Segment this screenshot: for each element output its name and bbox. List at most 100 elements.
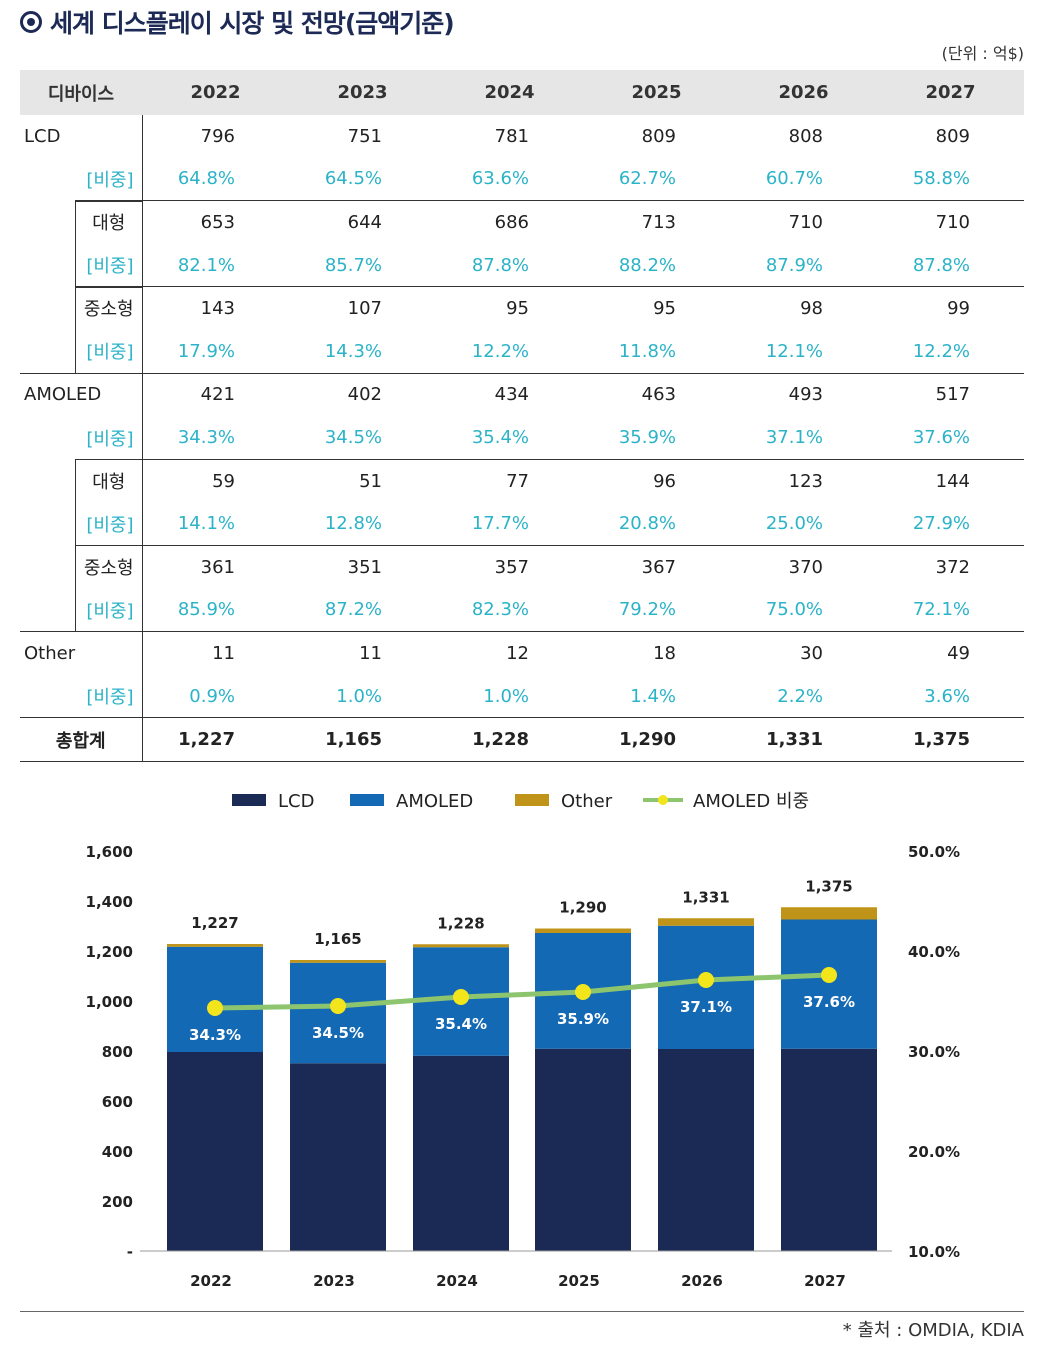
row-label-cell: 중소형	[20, 545, 143, 589]
value-cell: 796	[200, 125, 235, 147]
value-cell: 99	[947, 298, 970, 320]
column-header: 2022	[142, 70, 289, 115]
amoled-share-point	[698, 972, 714, 988]
amoled-share-label: 35.4%	[435, 1015, 487, 1033]
x-tick-label: 2023	[313, 1272, 355, 1290]
bar-lcd-2024	[413, 1055, 509, 1251]
bar-other-2025	[535, 928, 631, 933]
share-label-cell: [비중]	[20, 157, 143, 202]
share-cell: 79.2%	[583, 588, 730, 633]
value-cell: 809	[935, 125, 970, 147]
market-table: 디바이스 2022 2023 2024 2025 2026 2027 LCD 796 751 781…	[20, 70, 1024, 762]
value-cell: 402	[347, 384, 382, 406]
value-cell: 12	[506, 642, 529, 664]
y-tick-label: 1,000	[86, 993, 133, 1011]
value-cell: 713	[641, 211, 676, 233]
row-label: 대형	[75, 459, 142, 503]
market-chart: LCD AMOLED Other AMOLED 비중 - 200 400 600 800 1,00…	[86, 791, 961, 1290]
table-row: 대형 653 644 686 713 710 710	[20, 200, 1024, 244]
column-header: 디바이스	[20, 70, 142, 115]
value-cell: 421	[200, 384, 235, 406]
share-cell: 3.6%	[924, 685, 970, 707]
value-cell: 710	[788, 211, 823, 233]
row-label-cell: Other	[20, 631, 143, 675]
share-cell: 12.8%	[289, 502, 436, 546]
share-cell: 14.1%	[142, 502, 289, 546]
legend-swatch-lcd	[232, 794, 266, 806]
share-cell: 72.1%	[877, 588, 1024, 633]
share-label: [비중]	[86, 170, 134, 192]
row-label-cell: AMOLED	[20, 373, 143, 417]
share-cell: 82.1%	[142, 243, 289, 288]
share-cell: 12.2%	[436, 329, 583, 374]
y-tick-label: -	[127, 1243, 133, 1261]
value-cell: 144	[935, 470, 970, 492]
legend-label: LCD	[278, 791, 314, 812]
x-tick-label: 2024	[436, 1272, 478, 1290]
share-row: [비중] 64.8% 64.5% 63.6% 62.7% 60.7% 58.8%	[20, 157, 1024, 202]
share-cell: 85.9%	[142, 588, 289, 633]
divider	[20, 1311, 1024, 1312]
share-cell: 75.0%	[730, 588, 877, 633]
share-cell: 35.4%	[436, 416, 583, 460]
total-cell: 1,375	[877, 717, 1024, 762]
value-cell: 809	[641, 125, 676, 147]
share-row: [비중] 34.3% 34.5% 35.4% 35.9% 37.1% 37.6%	[20, 416, 1024, 461]
total-cell: 1,290	[583, 717, 730, 762]
total-label: 총합계	[20, 717, 143, 762]
total-row: 총합계 1,227 1,165 1,228 1,290 1,331 1,375	[20, 717, 1024, 762]
share-cell: 1.0%	[336, 685, 382, 707]
value-cell: 51	[359, 470, 382, 492]
share-cell: 0.9%	[189, 685, 235, 707]
share-cell: 14.3%	[289, 329, 436, 374]
value-cell: 59	[212, 470, 235, 492]
total-cell: 1,331	[730, 717, 877, 762]
value-cell: 18	[653, 642, 676, 664]
amoled-share-label: 34.5%	[312, 1024, 364, 1042]
source-note: * 출처 : OMDIA, KDIA	[842, 1320, 1024, 1341]
page-title: 세계 디스플레이 시장 및 전망(금액기준)	[20, 4, 455, 40]
table-row: LCD 796 751 781 809 808 809	[20, 115, 1024, 158]
bar-lcd-2023	[290, 1063, 386, 1251]
legend-swatch-other	[515, 794, 549, 806]
table-row: AMOLED 421 402 434 463 493 517	[20, 373, 1024, 417]
share-label-cell: [비중]	[20, 416, 143, 461]
share-cell: 12.1%	[730, 329, 877, 374]
share-row: [비중] 0.9% 1.0% 1.0% 1.4% 2.2% 3.6%	[20, 674, 1024, 718]
row-label-cell: LCD	[20, 115, 143, 158]
value-cell: 96	[653, 470, 676, 492]
share-cell: 87.2%	[289, 588, 436, 633]
share-cell: 17.7%	[436, 502, 583, 546]
share-row: [비중] 17.9% 14.3% 12.2% 11.8% 12.1% 12.2%	[20, 329, 1024, 374]
share-label-cell: [비중]	[20, 243, 143, 288]
share-label: [비중]	[86, 342, 134, 364]
bar-other-2027	[781, 907, 877, 920]
value-cell: 98	[800, 298, 823, 320]
row-label-cell: 대형	[20, 459, 143, 503]
column-header: 2023	[289, 70, 436, 115]
value-cell: 95	[653, 298, 676, 320]
value-cell: 143	[200, 298, 235, 320]
value-cell: 367	[641, 556, 676, 578]
unit-label: (단위 : 억$)	[941, 44, 1024, 63]
value-cell: 370	[788, 556, 823, 578]
value-cell: 11	[359, 642, 382, 664]
value-cell: 434	[494, 384, 529, 406]
legend-label: Other	[561, 791, 613, 812]
value-cell: 123	[788, 470, 823, 492]
value-cell: 351	[347, 556, 382, 578]
share-cell: 64.5%	[289, 157, 436, 202]
share-cell: 27.9%	[877, 502, 1024, 546]
column-header: 2027	[877, 70, 1024, 115]
x-tick-label: 2026	[681, 1272, 723, 1290]
total-cell: 1,165	[289, 717, 436, 762]
indent-line	[75, 588, 142, 632]
value-cell: 463	[641, 384, 676, 406]
value-cell: 653	[200, 211, 235, 233]
value-cell: 372	[935, 556, 970, 578]
share-cell: 34.5%	[289, 416, 436, 460]
share-label: [비중]	[86, 514, 134, 536]
total-cell: 1,227	[142, 717, 289, 762]
value-cell: 808	[788, 125, 823, 147]
